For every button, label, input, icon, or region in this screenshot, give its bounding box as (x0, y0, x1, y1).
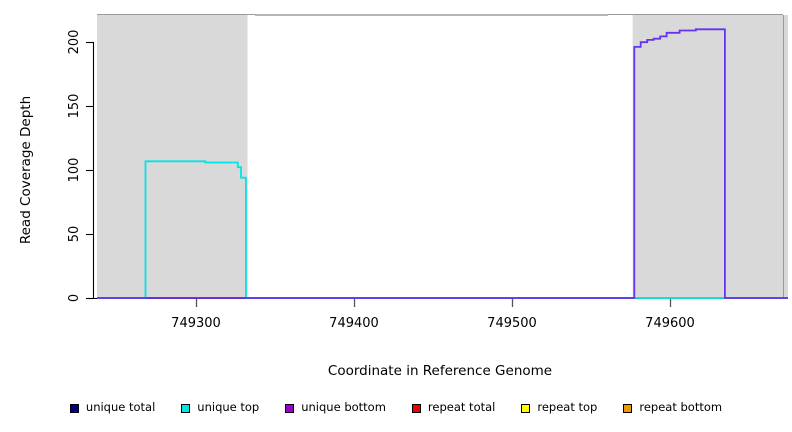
x-tick-label-749500: 749500 (487, 316, 537, 331)
y-tick-label-0: 0 (67, 294, 82, 302)
series-unique-bottom (97, 28, 788, 299)
y-tick-label-150: 150 (67, 94, 82, 119)
x-tick-label-749400: 749400 (329, 316, 379, 331)
y-tick-label-200: 200 (67, 30, 82, 55)
legend-swatch-unique-bottom (285, 403, 295, 413)
legend-item-unique-total[interactable]: unique total (69, 400, 156, 415)
shaded-region-right (632, 15, 788, 298)
legend-swatch-repeat-top (521, 403, 531, 413)
y-axis: 0 50 100 150 200 Read Coverage Depth (18, 30, 95, 302)
shaded-regions (97, 14, 788, 298)
y-tick-label-50: 50 (67, 226, 82, 243)
legend-label-unique-top: unique top (197, 400, 260, 415)
legend-item-unique-bottom[interactable]: unique bottom (285, 402, 386, 414)
legend-label-unique-bottom: unique bottom (301, 400, 386, 415)
legend-item-repeat-top[interactable]: repeat top (521, 402, 597, 414)
y-axis-title: Read Coverage Depth (18, 96, 34, 244)
data-series-group (97, 28, 788, 299)
legend-label-repeat-top: repeat top (537, 400, 598, 415)
legend-item-repeat-bottom[interactable]: repeat bottom (623, 402, 722, 414)
legend-label-repeat-total: repeat total (427, 400, 496, 415)
legend-swatch-unique-total (69, 403, 79, 413)
x-tick-label-749300: 749300 (171, 316, 221, 331)
x-axis: 749300 749400 749500 749600 Coordinate i… (93, 297, 788, 379)
y-tick-label-100: 100 (67, 158, 82, 183)
shaded-region-left (97, 15, 248, 298)
x-axis-title: Coordinate in Reference Genome (328, 363, 552, 379)
legend-item-repeat-total[interactable]: repeat total (411, 400, 496, 415)
legend-item-unique-top[interactable]: unique top (181, 402, 259, 414)
x-tick-label-749600: 749600 (645, 316, 695, 331)
legend-label-unique-total: unique total (85, 400, 156, 415)
legend-swatch-repeat-bottom (623, 403, 633, 413)
legend-swatch-repeat-total (411, 403, 421, 413)
legend-swatch-unique-top (181, 403, 191, 413)
legend-label-repeat-bottom: repeat bottom (639, 400, 723, 415)
series-unique-top (97, 160, 788, 299)
chart-legend: unique total unique top unique bottom re… (0, 396, 792, 420)
